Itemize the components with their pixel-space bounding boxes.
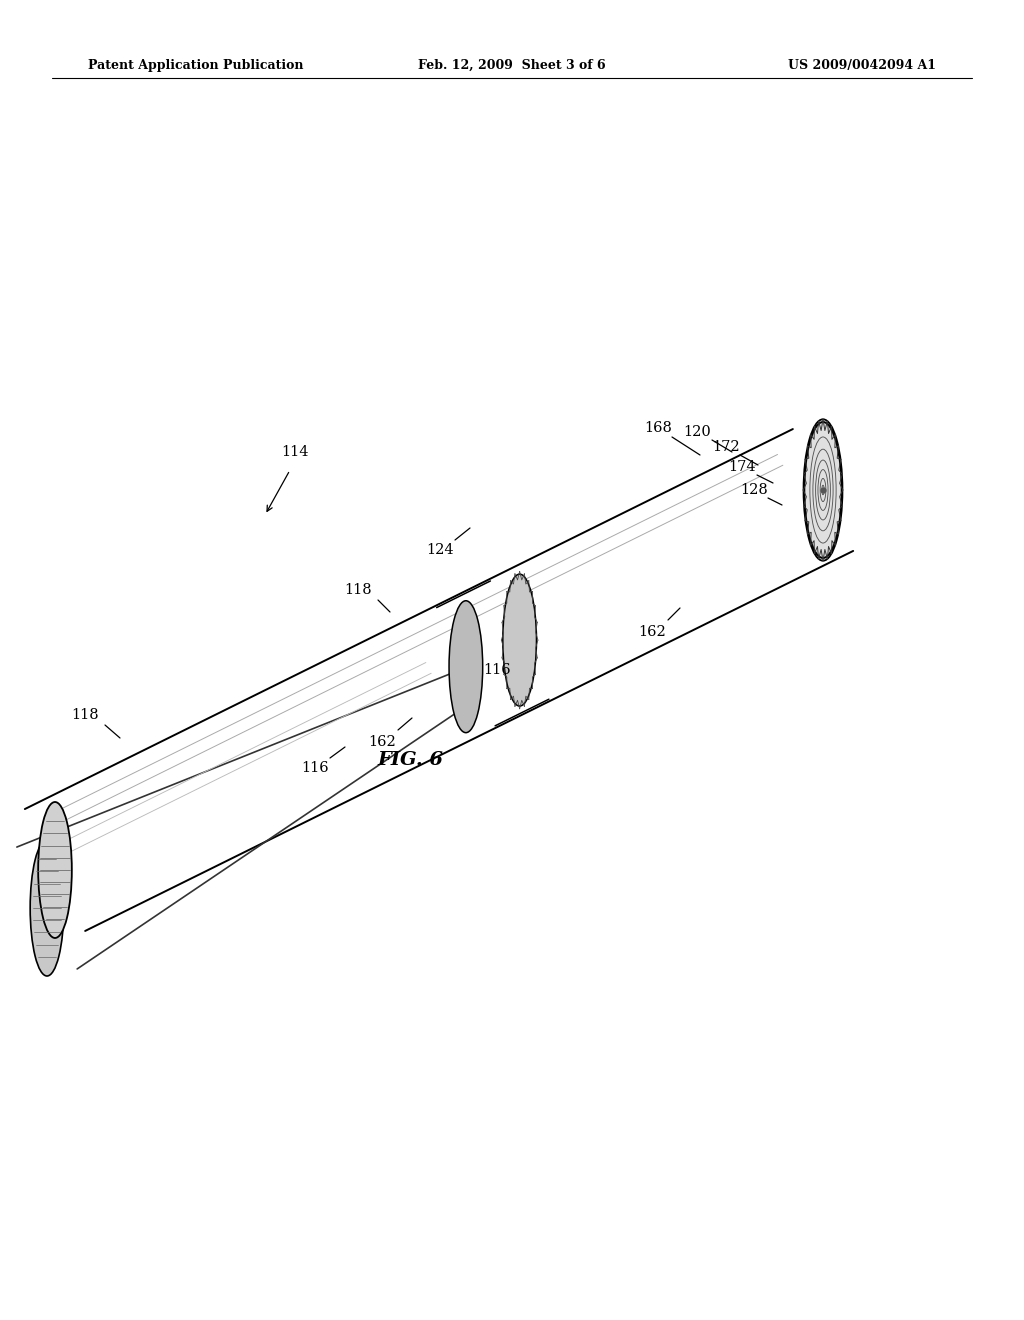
Text: US 2009/0042094 A1: US 2009/0042094 A1 <box>788 58 936 71</box>
Text: 116: 116 <box>483 663 511 677</box>
Text: FIG. 6: FIG. 6 <box>377 751 443 770</box>
Text: 120: 120 <box>683 425 711 440</box>
Text: 116: 116 <box>301 762 329 775</box>
Text: Patent Application Publication: Patent Application Publication <box>88 58 303 71</box>
Text: 124: 124 <box>426 543 454 557</box>
Ellipse shape <box>804 422 842 558</box>
Text: 172: 172 <box>712 440 739 454</box>
Ellipse shape <box>503 574 537 706</box>
Text: 162: 162 <box>368 735 396 748</box>
Ellipse shape <box>450 601 482 733</box>
Ellipse shape <box>38 803 72 939</box>
Text: 128: 128 <box>740 483 768 498</box>
Text: 118: 118 <box>72 708 98 722</box>
Text: 162: 162 <box>638 624 666 639</box>
Text: 114: 114 <box>282 445 309 459</box>
Text: 168: 168 <box>644 421 672 436</box>
Text: 174: 174 <box>728 459 756 474</box>
Text: Feb. 12, 2009  Sheet 3 of 6: Feb. 12, 2009 Sheet 3 of 6 <box>418 58 606 71</box>
Ellipse shape <box>30 840 63 975</box>
Text: 118: 118 <box>344 583 372 597</box>
